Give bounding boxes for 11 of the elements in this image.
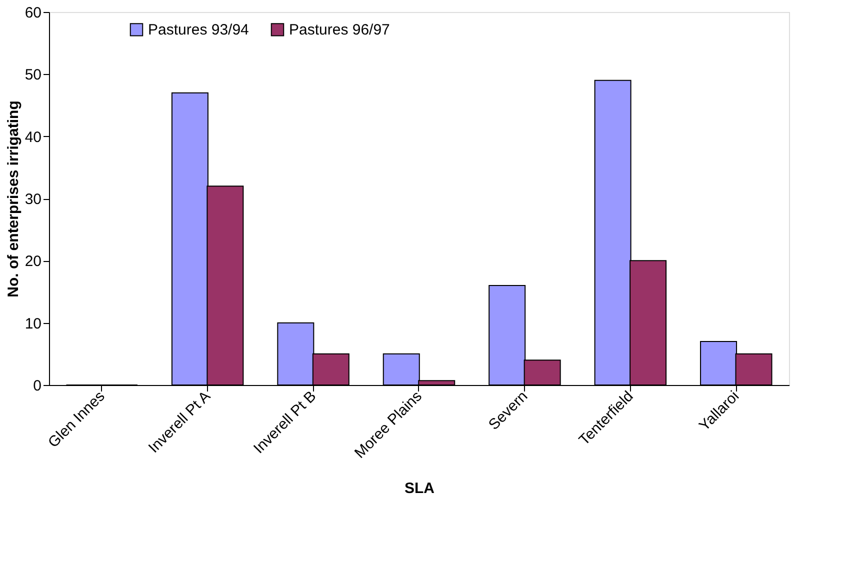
legend-label: Pastures 96/97 [289,22,390,39]
y-tick-label: 10 [24,315,42,332]
legend-label: Pastures 93/94 [148,22,249,39]
y-tick-label: 0 [33,378,42,394]
y-tick-label: 40 [24,128,42,146]
y-tick-label: 50 [24,66,42,84]
x-axis-title: SLA [404,480,435,498]
y-tick-label: 30 [24,191,42,208]
y-tick-label: 20 [24,253,42,270]
y-axis-title: No. of enterprises irrigating [4,100,22,298]
y-tick-label: 60 [24,4,42,22]
